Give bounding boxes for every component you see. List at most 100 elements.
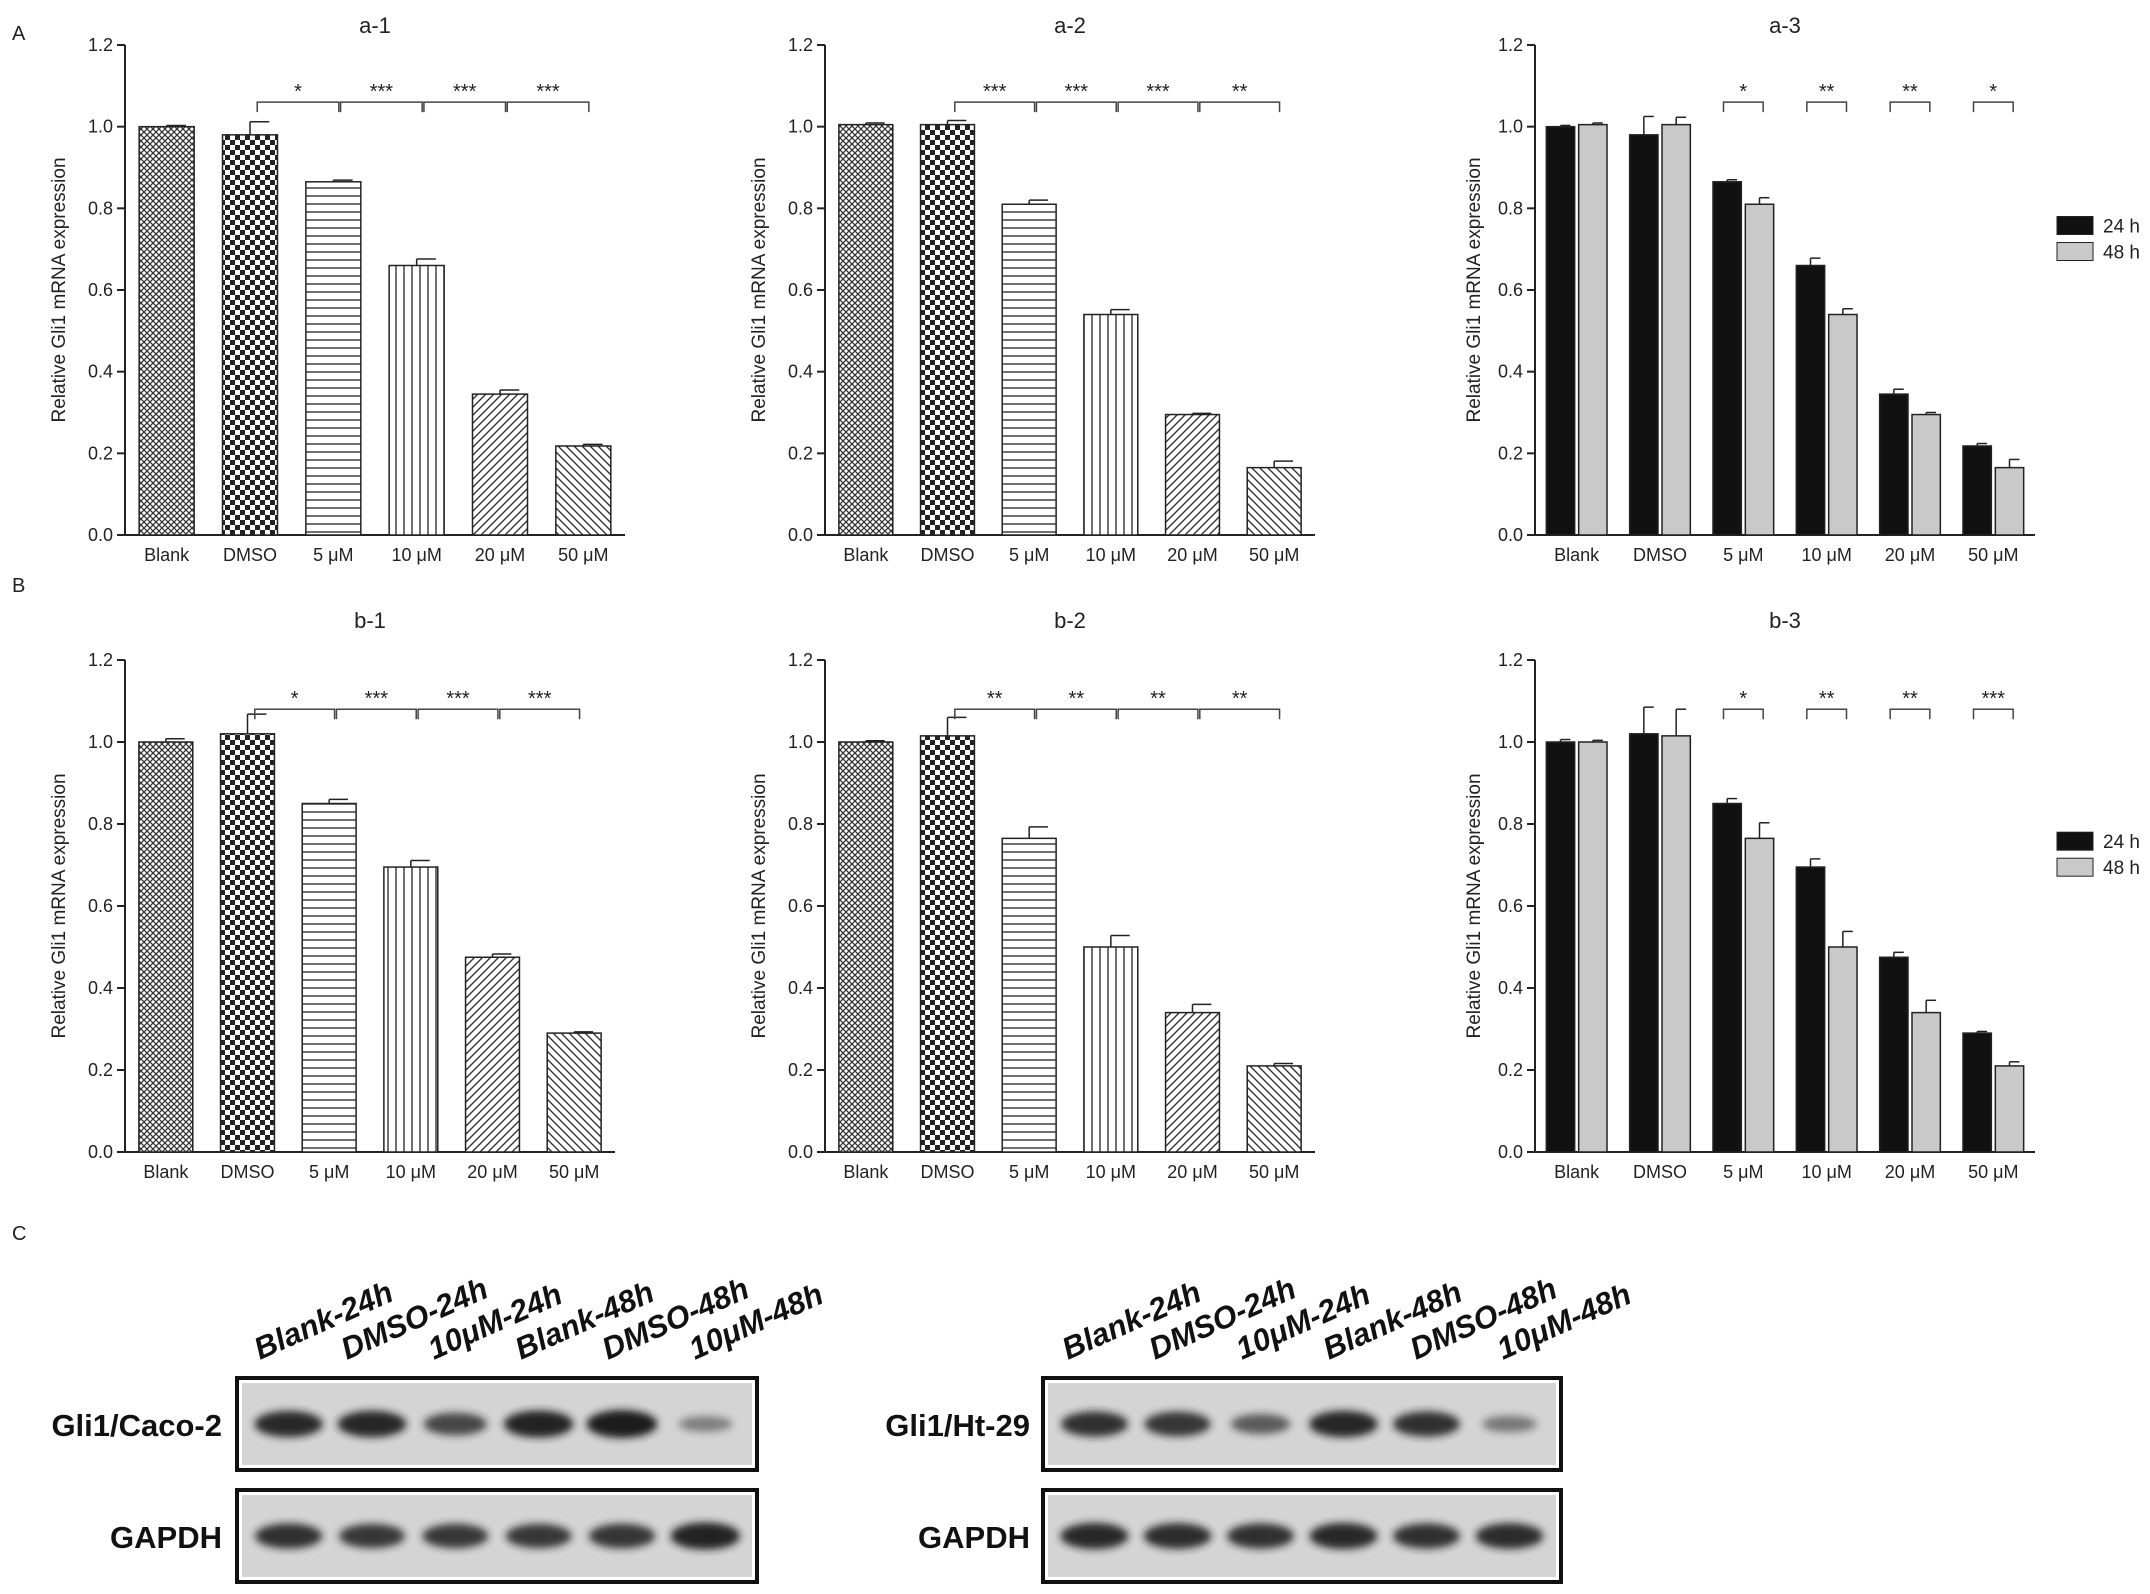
significance-label: ** [1819,81,1835,103]
significance-label: *** [365,688,389,710]
x-tick-label: DMSO [1633,545,1687,565]
significance-label: * [1989,81,1997,103]
blot-band [422,1523,489,1549]
x-tick-label: 10 μM [1801,545,1851,565]
blot-row-label: Gli1/Ht-29 [885,1408,1030,1443]
x-tick-label: Blank [144,545,190,565]
x-tick-label: 50 μM [558,545,608,565]
x-tick-label: DMSO [1633,1162,1687,1182]
y-tick-label: 1.0 [1498,117,1523,137]
bar [838,123,894,536]
legend-label: 48 h [2103,243,2140,264]
legend-swatch [2056,857,2094,877]
significance-bracket [1972,708,2014,720]
y-tick-label: 1.2 [88,650,113,670]
y-tick-label: 0.4 [1498,362,1523,382]
significance-bracket [1806,101,1848,113]
bar [1744,837,1775,1153]
significance-label: * [294,81,302,103]
y-axis-label: Relative Gli1 mRNA expression [1464,773,1485,1038]
significance-bracket [954,708,1036,720]
chart-a1: a-1 Relative Gli1 mRNA expression 0.0 0.2 0.… [49,13,625,565]
significance-bracket [1972,101,2014,113]
blot-membrane [242,1383,752,1465]
y-tick-label: 1.0 [88,117,113,137]
blot-row-label: GAPDH [110,1520,222,1555]
y-tick-label: 0.0 [788,525,813,545]
significance-bracket [254,708,336,720]
bar [305,181,362,536]
x-tick-label: 10 μM [391,545,441,565]
chart-title: b-1 [354,608,386,633]
western-blots: Blank-24hDMSO-24h10μM-24hBlank-48hDMSO-4… [51,1271,1636,1584]
bar [219,733,276,1153]
bar [919,123,976,536]
blot-band [503,1410,574,1438]
significance-label: * [1739,688,1747,710]
bar [546,1032,602,1153]
x-tick-label: 20 μM [1167,545,1217,565]
blot-band [1393,1411,1460,1437]
y-tick-label: 0.2 [788,443,813,463]
blot-band [1475,1523,1544,1549]
legend-label: 24 h [2103,217,2140,238]
x-tick-label: 5 μM [1723,1162,1763,1182]
x-tick-label: 50 μM [1968,1162,2018,1182]
y-tick-label: 0.6 [788,280,813,300]
x-tick-label: 50 μM [1968,545,2018,565]
x-tick-label: 5 μM [1009,1162,1049,1182]
significance-label: *** [536,81,560,103]
blot-band [255,1523,323,1549]
chart-title: b-3 [1769,608,1801,633]
significance-label: *** [453,81,477,103]
y-tick-label: 0.8 [88,198,113,218]
y-tick-label: 0.2 [1498,1060,1523,1080]
x-tick-label: 20 μM [1167,1162,1217,1182]
x-tick-label: 50 μM [549,1162,599,1182]
significance-label: *** [370,81,394,103]
bar [555,445,612,536]
significance-bracket [1722,101,1764,113]
legend-swatch [2056,242,2094,261]
blot-ht29: Blank-24hDMSO-24h10μM-24hBlank-48hDMSO-4… [885,1271,1636,1584]
y-tick-label: 0.6 [88,896,113,916]
significance-label: *** [528,688,552,710]
legend-swatch [2056,216,2094,235]
y-tick-label: 1.2 [788,35,813,55]
significance-bracket [1889,708,1931,720]
blot-band [254,1410,323,1438]
blot-band [423,1412,488,1436]
blot-membrane [1048,1495,1556,1577]
significance-label: *** [1065,81,1089,103]
y-tick-label: 0.8 [788,814,813,834]
x-tick-label: DMSO [221,1162,275,1182]
blot-row-label: Gli1/Caco-2 [51,1408,222,1443]
y-axis-label: Relative Gli1 mRNA expression [1464,157,1485,422]
significance-bracket [1035,101,1117,113]
y-tick-label: 0.6 [1498,896,1523,916]
blot-band [337,1410,407,1438]
bar [1577,123,1608,536]
significance-bracket [417,708,499,720]
y-tick-label: 0.2 [788,1060,813,1080]
y-tick-label: 1.0 [88,732,113,752]
bar [388,264,445,536]
significance-bracket [1199,708,1281,720]
bar [1246,1065,1302,1153]
x-tick-label: 10 μM [1801,1162,1851,1182]
blot-band [588,1523,656,1549]
bar [1661,123,1692,536]
y-tick-label: 1.0 [1498,732,1523,752]
significance-bracket [339,101,423,113]
y-tick-label: 1.2 [1498,35,1523,55]
blot-band [505,1523,572,1549]
legend-label: 24 h [2103,832,2140,853]
y-tick-label: 0.2 [88,1060,113,1080]
y-tick-label: 0.2 [1498,443,1523,463]
bar [1795,866,1826,1153]
significance-bracket [1199,101,1281,113]
x-tick-label: 5 μM [313,545,353,565]
panel-label-b: B [12,575,25,597]
significance-bracket [335,708,417,720]
